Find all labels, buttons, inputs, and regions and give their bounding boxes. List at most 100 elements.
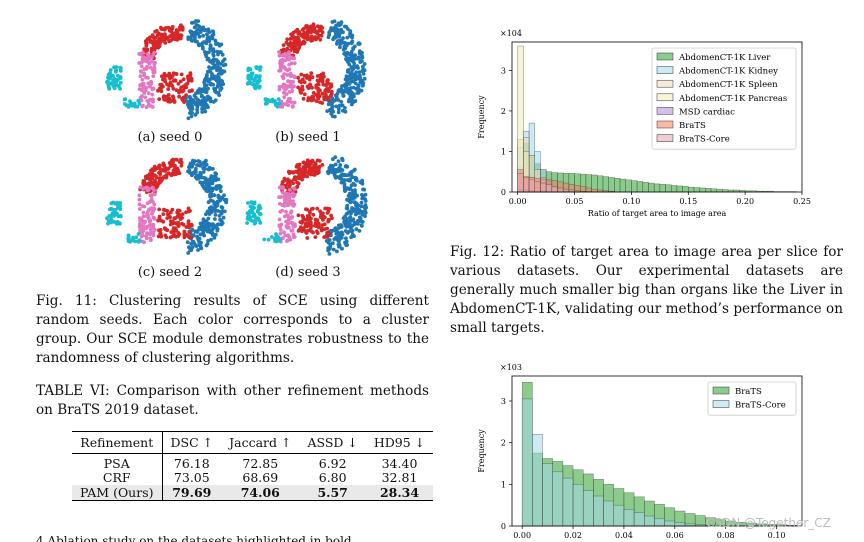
scatter-point: [217, 93, 221, 97]
histogram-bar: [592, 189, 598, 192]
scatter-point: [355, 74, 359, 78]
scatter-point: [335, 250, 339, 254]
scatter-point: [306, 160, 310, 164]
scatter-point: [140, 64, 144, 68]
scatter-point: [190, 111, 194, 115]
scatter-point: [214, 226, 218, 230]
scatter-point: [351, 47, 355, 51]
scatter-point: [309, 71, 313, 75]
scatter-point: [146, 76, 150, 80]
scatter-point: [108, 71, 112, 75]
scatter-point: [304, 207, 308, 211]
scatter-point: [206, 87, 210, 91]
scatter-point: [162, 208, 166, 212]
scatter-point: [141, 231, 145, 235]
cell-jaccard: 68.69: [221, 471, 299, 485]
scatter-point: [190, 34, 194, 38]
cell-dsc: 76.18: [162, 454, 221, 472]
scatter-point: [321, 72, 325, 76]
scatter-point: [184, 85, 188, 89]
scatter-point: [296, 86, 300, 90]
scatter-point: [130, 238, 134, 242]
scatter-point: [202, 181, 206, 185]
scatter-point: [217, 196, 221, 200]
cell-method: PAM (Ours): [72, 485, 162, 501]
scatter-point: [131, 104, 135, 108]
histogram-bar: [666, 185, 672, 192]
scatter-point: [161, 212, 165, 216]
scatter-point: [168, 76, 172, 80]
scatter-point: [167, 93, 171, 97]
scatter-point: [311, 30, 315, 34]
scatter-point: [344, 236, 348, 240]
histogram-bar: [683, 186, 689, 192]
scatter-point: [195, 23, 199, 27]
scatter-point: [153, 61, 157, 65]
scatter-point: [195, 163, 199, 167]
scatter-point: [168, 215, 172, 219]
histogram-bar: [711, 189, 717, 192]
scatter-point: [167, 72, 171, 76]
scatter-point: [142, 215, 146, 219]
scatter-point: [187, 116, 191, 120]
scatter-point: [301, 88, 305, 92]
legend-label: MSD cardiac: [679, 107, 735, 117]
scatter-point: [299, 81, 303, 85]
table-row-highlighted: PAM (Ours) 79.69 74.06 5.57 28.34: [72, 485, 433, 501]
scatter-point: [331, 20, 335, 24]
scatter-point: [291, 105, 295, 109]
scatter-point: [200, 110, 204, 114]
legend-swatch: [657, 67, 673, 74]
scatter-point: [146, 38, 150, 42]
scatter-point: [326, 249, 330, 253]
scatter-point: [303, 173, 307, 177]
fig12-caption-label: Fig. 12:: [450, 244, 504, 260]
scatter-point: [210, 229, 214, 233]
scatter-point: [300, 178, 304, 182]
scatter-point: [314, 235, 318, 239]
scatter-point: [173, 99, 177, 103]
scatter-point: [280, 209, 284, 213]
scatter-point: [343, 51, 347, 55]
scatter-point: [150, 195, 154, 199]
scatter-point: [218, 218, 222, 222]
comparison-table: Refinement DSC ↑ Jaccard ↑ ASSD ↓ HD95 ↓…: [72, 431, 433, 501]
scatter-point: [138, 87, 142, 91]
scatter-point: [338, 104, 342, 108]
legend-label: BraTS: [735, 387, 762, 397]
scatter-point: [292, 45, 296, 49]
x-tick-label: 0.15: [679, 197, 697, 206]
scatter-point: [323, 215, 327, 219]
scatter-point: [156, 33, 160, 37]
y-multiplier: ×103: [500, 363, 522, 372]
scatter-point: [337, 235, 341, 239]
scatter-point: [347, 98, 351, 102]
scatter-point: [360, 210, 364, 214]
scatter-point: [363, 62, 367, 66]
scatter-point: [256, 208, 260, 212]
scatter-point: [338, 243, 342, 247]
scatter-point: [123, 102, 127, 106]
scatter-point: [222, 70, 226, 74]
scatter-point: [208, 212, 212, 216]
scatter-point: [327, 33, 331, 37]
scatter-point: [170, 30, 174, 34]
histogram-bar: [643, 182, 649, 192]
scatter-point: [155, 45, 159, 49]
histogram-bar: [603, 177, 609, 192]
scatter-point: [180, 97, 184, 101]
scatter-point: [352, 234, 356, 238]
scatter-point: [138, 202, 142, 206]
scatter-point: [176, 231, 180, 235]
scatter-point: [219, 189, 223, 193]
scatter-point: [114, 70, 118, 74]
scatter-point: [162, 96, 166, 100]
scatter-point: [337, 240, 341, 244]
scatter-point: [215, 58, 219, 62]
scatter-point: [151, 74, 155, 78]
scatter-point: [139, 185, 143, 189]
scatter-point: [291, 228, 295, 232]
scatter-point: [206, 105, 210, 109]
scatter-point: [364, 211, 368, 215]
scatter-point: [189, 236, 193, 240]
